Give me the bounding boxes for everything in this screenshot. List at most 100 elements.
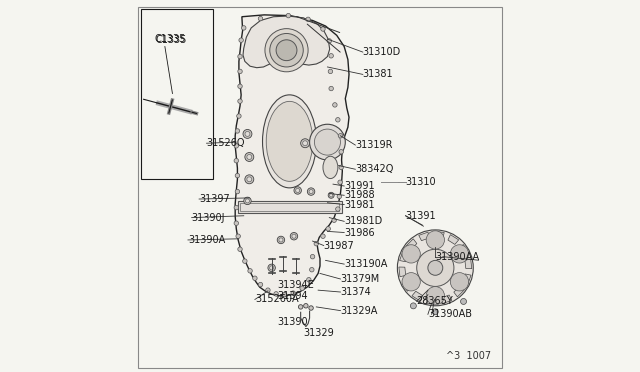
Circle shape [270, 33, 303, 67]
Text: 31988: 31988 [344, 190, 375, 200]
Circle shape [282, 292, 287, 297]
Circle shape [321, 234, 325, 238]
Circle shape [235, 189, 239, 194]
Circle shape [310, 254, 315, 259]
Text: 31397: 31397 [199, 194, 230, 204]
Circle shape [237, 114, 241, 118]
Circle shape [309, 306, 314, 310]
Polygon shape [399, 251, 408, 262]
Polygon shape [448, 235, 459, 244]
Circle shape [310, 124, 346, 160]
Text: 31390J: 31390J [191, 213, 225, 222]
Circle shape [241, 26, 246, 30]
Circle shape [253, 276, 257, 280]
Circle shape [247, 177, 252, 182]
Circle shape [234, 205, 239, 210]
Circle shape [236, 234, 241, 238]
Ellipse shape [262, 95, 316, 188]
Text: 31310D: 31310D [363, 47, 401, 57]
Circle shape [328, 69, 333, 74]
Circle shape [245, 199, 250, 203]
Circle shape [428, 260, 443, 275]
Circle shape [332, 218, 337, 222]
Circle shape [238, 54, 243, 59]
Circle shape [326, 227, 330, 231]
Polygon shape [459, 244, 468, 255]
Circle shape [330, 194, 333, 197]
Text: 31329A: 31329A [340, 306, 378, 315]
Circle shape [451, 245, 468, 263]
Circle shape [259, 282, 262, 287]
Text: ^3  1007: ^3 1007 [446, 351, 491, 361]
Circle shape [248, 269, 252, 273]
Circle shape [268, 264, 275, 272]
Circle shape [239, 38, 243, 42]
Text: C1335: C1335 [156, 35, 187, 45]
Polygon shape [412, 291, 422, 301]
Circle shape [247, 154, 252, 160]
Circle shape [238, 69, 243, 74]
Circle shape [300, 286, 305, 291]
Circle shape [245, 175, 254, 184]
Circle shape [265, 29, 308, 72]
Circle shape [337, 194, 342, 199]
Text: 31390AA: 31390AA [435, 252, 479, 262]
Polygon shape [399, 267, 406, 277]
Circle shape [335, 118, 340, 122]
Text: 31986: 31986 [344, 228, 375, 237]
Circle shape [338, 180, 342, 185]
Text: 38342Q: 38342Q [355, 164, 394, 174]
Polygon shape [442, 295, 452, 304]
Text: 28365Y: 28365Y [417, 296, 454, 306]
Text: 31981: 31981 [344, 200, 375, 209]
Polygon shape [235, 15, 349, 296]
Circle shape [234, 221, 239, 225]
Circle shape [238, 84, 243, 89]
Text: 31329: 31329 [303, 328, 334, 338]
Circle shape [279, 238, 283, 242]
Circle shape [433, 309, 438, 315]
Text: 31526Q: 31526Q [207, 138, 245, 148]
Circle shape [238, 247, 243, 251]
Circle shape [235, 129, 239, 133]
Circle shape [426, 286, 444, 305]
Circle shape [269, 266, 274, 270]
Text: 31394E: 31394E [277, 280, 314, 289]
Circle shape [333, 103, 337, 107]
Circle shape [234, 144, 239, 148]
Circle shape [294, 187, 301, 194]
Circle shape [301, 139, 310, 148]
Circle shape [338, 134, 342, 138]
Circle shape [397, 230, 473, 306]
Polygon shape [406, 239, 417, 249]
Circle shape [245, 131, 250, 137]
Bar [141, 9, 213, 179]
Circle shape [243, 259, 247, 263]
Circle shape [314, 241, 319, 246]
Circle shape [244, 197, 251, 205]
Ellipse shape [266, 102, 313, 182]
Text: C1335: C1335 [154, 34, 186, 44]
Circle shape [339, 165, 344, 170]
Circle shape [243, 129, 252, 138]
Text: 31390: 31390 [277, 317, 308, 327]
Circle shape [286, 13, 291, 18]
Text: 31981D: 31981D [344, 217, 383, 226]
Polygon shape [465, 259, 472, 269]
Circle shape [417, 249, 454, 286]
Text: 313190A: 313190A [344, 259, 388, 269]
Polygon shape [454, 286, 465, 297]
Polygon shape [238, 201, 342, 213]
Circle shape [303, 304, 308, 308]
Circle shape [402, 245, 420, 263]
Circle shape [259, 16, 262, 21]
Circle shape [329, 54, 333, 58]
Polygon shape [463, 274, 471, 284]
Polygon shape [435, 231, 444, 238]
Circle shape [328, 192, 334, 198]
Text: 31319R: 31319R [355, 140, 393, 150]
Circle shape [402, 273, 420, 291]
Text: 31391: 31391 [406, 211, 436, 221]
Text: 31374: 31374 [340, 287, 371, 297]
Ellipse shape [323, 156, 338, 179]
